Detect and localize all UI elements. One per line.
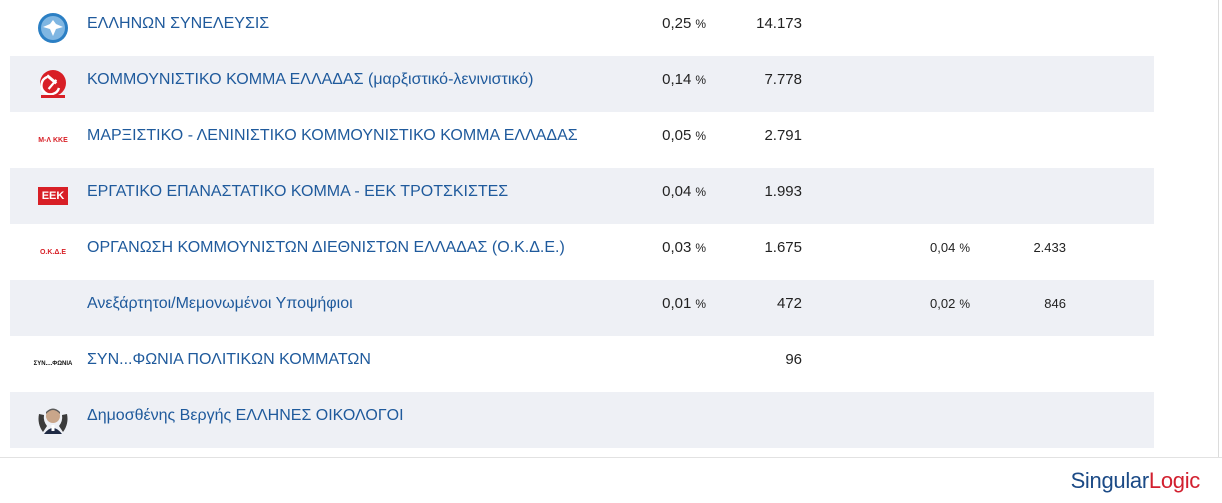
synfonia-logo: ΣΥΝ....ΦΩΝΙΑ [33, 347, 73, 381]
party-name-link[interactable]: ΕΡΓΑΤΙΚΟ ΕΠΑΝΑΣΤΑΤΙΚΟ ΚΟΜΜΑ - ΕΕΚ ΤΡΟΤΣΚ… [87, 183, 509, 200]
vote-count: 2.791 [764, 127, 802, 144]
vote-percent: 0,03% [662, 239, 706, 256]
percent-unit: % [959, 241, 970, 255]
party-name-link[interactable]: Δημοσθένης Βεργής ΕΛΛΗΝΕΣ ΟΙΚΟΛΟΓΟΙ [87, 407, 404, 424]
vote-percent: 0,01% [662, 295, 706, 312]
vote-count: 1.993 [764, 183, 802, 200]
okde-logo: Ο.Κ.Δ.Ε [36, 235, 70, 269]
vote-percent: 0,14% [662, 71, 706, 88]
party-name-link[interactable]: ΣΥΝ...ΦΩΝΙΑ ΠΟΛΙΤΙΚΩΝ ΚΟΜΜΑΤΩΝ [87, 351, 371, 368]
party-name-link[interactable]: ΜΑΡΞΙΣΤΙΚΟ - ΛΕΝΙΝΙΣΤΙΚΟ ΚΟΜΜΟΥΝΙΣΤΙΚΟ Κ… [87, 127, 578, 144]
previous-vote-count: 846 [1044, 296, 1066, 311]
table-row: Ανεξάρτητοι/Μεμονωμένοι Υποψήφιοι 0,01% … [10, 280, 1154, 336]
party-name-link[interactable]: ΕΛΛΗΝΩΝ ΣΥΝΕΛΕΥΣΙΣ [87, 15, 270, 32]
party-name-link[interactable]: Ανεξάρτητοι/Μεμονωμένοι Υποψήφιοι [87, 295, 353, 312]
vote-count: 472 [776, 295, 802, 312]
logo-text: ΣΥΝ....ΦΩΝΙΑ [33, 361, 73, 367]
singularlogic-logo: SingularLogic [1070, 468, 1201, 494]
brand-part-2: Logic [1148, 468, 1200, 493]
table-row: ΕΕΚ ΕΡΓΑΤΙΚΟ ΕΠΑΝΑΣΤΑΤΙΚΟ ΚΟΜΜΑ - ΕΕΚ ΤΡ… [10, 168, 1154, 224]
vote-count: 7.778 [764, 71, 802, 88]
percent-unit: % [959, 297, 970, 311]
vote-percent: 0,25% [662, 15, 706, 32]
table-row: ΚΟΜΜΟΥΝΙΣΤΙΚΟ ΚΟΜΜΑ ΕΛΛΑΔΑΣ (μαρξιστικό-… [10, 56, 1154, 112]
eagle-emblem-icon [36, 11, 70, 45]
vote-count: 1.675 [764, 239, 802, 256]
previous-vote-percent: 0,02% [930, 296, 970, 311]
vertical-divider [1218, 0, 1219, 458]
table-row: ΣΥΝ....ΦΩΝΙΑ ΣΥΝ...ΦΩΝΙΑ ΠΟΛΙΤΙΚΩΝ ΚΟΜΜΑ… [10, 336, 1154, 392]
table-row: Μ-Λ ΚΚΕ ΜΑΡΞΙΣΤΙΚΟ - ΛΕΝΙΝΙΣΤΙΚΟ ΚΟΜΜΟΥΝ… [10, 112, 1154, 168]
previous-vote-count: 2.433 [1033, 240, 1066, 255]
party-name-link[interactable]: ΟΡΓΑΝΩΣΗ ΚΟΜΜΟΥΝΙΣΤΩΝ ΔΙΕΘΝΙΣΤΩΝ ΕΛΛΑΔΑΣ… [87, 239, 565, 256]
percent-unit: % [695, 129, 706, 143]
m-l-kke-logo: Μ-Λ ΚΚΕ [36, 123, 70, 157]
vote-percent: 0,05% [662, 127, 706, 144]
table-row: Δημοσθένης Βεργής ΕΛΛΗΝΕΣ ΟΙΚΟΛΟΓΟΙ [10, 392, 1154, 448]
table-row: ΕΛΛΗΝΩΝ ΣΥΝΕΛΕΥΣΙΣ 0,25% 14.173 [10, 0, 1154, 56]
eek-logo: ΕΕΚ [36, 179, 70, 213]
previous-vote-percent: 0,04% [930, 240, 970, 255]
logo-text: Μ-Λ ΚΚΕ [38, 136, 68, 144]
vote-count: 14.173 [756, 15, 802, 32]
party-name-link[interactable]: ΚΟΜΜΟΥΝΙΣΤΙΚΟ ΚΟΜΜΑ ΕΛΛΑΔΑΣ (μαρξιστικό-… [87, 71, 534, 88]
percent-unit: % [695, 297, 706, 311]
logo-text: ΕΕΚ [41, 190, 65, 202]
vote-count: 96 [785, 351, 802, 368]
vote-percent: 0,04% [662, 183, 706, 200]
percent-unit: % [695, 241, 706, 255]
percent-unit: % [695, 185, 706, 199]
results-table: ΕΛΛΗΝΩΝ ΣΥΝΕΛΕΥΣΙΣ 0,25% 14.173 ΚΟΜΜΟΥΝΙ… [10, 0, 1154, 448]
percent-unit: % [695, 73, 706, 87]
footer-divider [0, 457, 1222, 458]
candidate-portrait-icon [36, 403, 70, 437]
table-row: Ο.Κ.Δ.Ε ΟΡΓΑΝΩΣΗ ΚΟΜΜΟΥΝΙΣΤΩΝ ΔΙΕΘΝΙΣΤΩΝ… [10, 224, 1154, 280]
logo-text: Ο.Κ.Δ.Ε [39, 248, 67, 256]
hammer-sickle-icon [36, 67, 70, 101]
brand-part-1: Singular [1070, 468, 1150, 493]
percent-unit: % [695, 17, 706, 31]
